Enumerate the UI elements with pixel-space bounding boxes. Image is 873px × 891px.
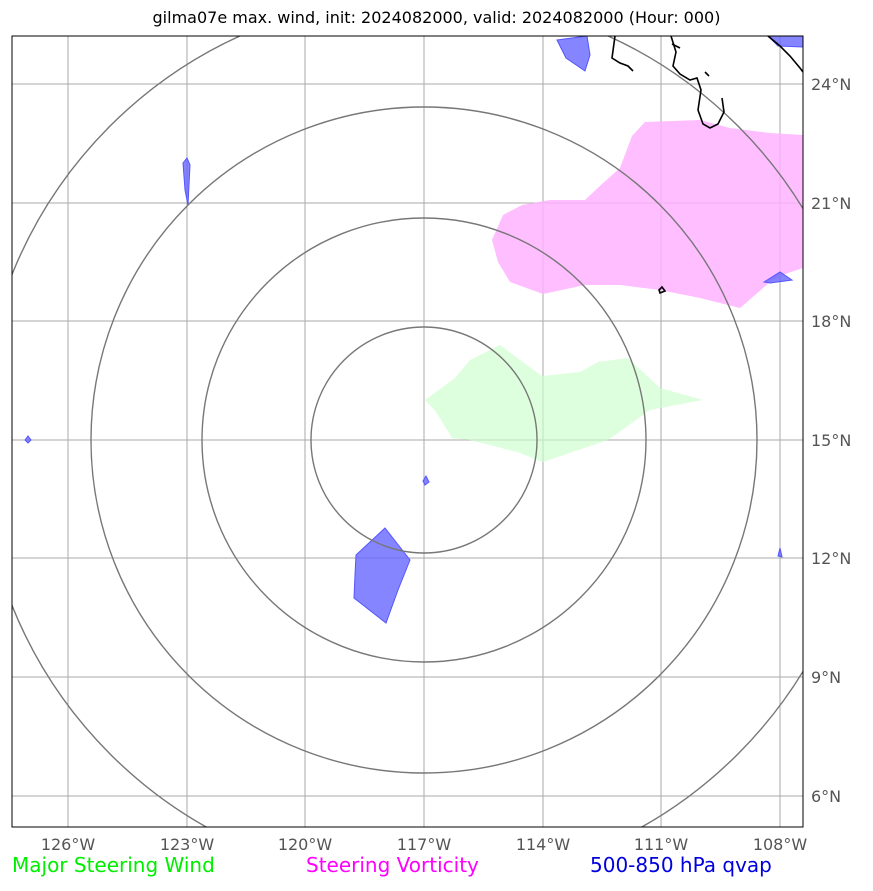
map-title: gilma07e max. wind, init: 2024082000, va… xyxy=(152,8,721,27)
lat-tick-label: 21°N xyxy=(811,194,851,213)
coastline-mainland xyxy=(767,36,803,73)
coastline-baja-west xyxy=(611,36,634,72)
qvap-area-north xyxy=(556,36,591,72)
lat-tick-labels: 24°N 21°N 18°N 15°N 12°N 9°N 6°N xyxy=(811,75,851,806)
coastline-island-1 xyxy=(671,43,681,49)
coastline-baja-tip xyxy=(670,36,725,129)
lon-tick-label: 123°W xyxy=(160,835,215,854)
qvap-area-east xyxy=(762,271,794,284)
lon-tick-label: 108°W xyxy=(753,835,808,854)
coastline-islet xyxy=(658,285,667,295)
lat-tick-label: 6°N xyxy=(811,787,841,806)
lat-tick-label: 9°N xyxy=(811,668,841,687)
qvap-area-northeast xyxy=(767,36,803,48)
lon-tick-label: 117°W xyxy=(397,835,452,854)
distance-ring-1 xyxy=(310,326,538,554)
qvap-area-west xyxy=(182,157,191,206)
lon-tick-label: 111°W xyxy=(634,835,689,854)
qvap-area-main xyxy=(353,527,411,624)
steering-wind-area xyxy=(425,345,703,462)
lat-tick-label: 12°N xyxy=(811,549,851,568)
qvap-area-dot-center xyxy=(422,474,430,486)
lat-tick-label: 24°N xyxy=(811,75,851,94)
plot-frame xyxy=(11,35,804,828)
gridlines xyxy=(12,36,803,827)
qvap-area-dot-east xyxy=(777,547,783,558)
legend-steering-wind: Major Steering Wind xyxy=(12,853,215,877)
distance-ring-2 xyxy=(201,217,647,663)
qvap-area-dot-west xyxy=(24,435,32,444)
legend-steering-vorticity: Steering Vorticity xyxy=(306,853,479,877)
lon-tick-label: 120°W xyxy=(278,835,333,854)
legend-qvap: 500-850 hPa qvap xyxy=(590,853,772,877)
lat-tick-label: 15°N xyxy=(811,431,851,450)
coastline-island-2 xyxy=(704,71,710,77)
lon-tick-labels: 126°W 123°W 120°W 117°W 114°W 111°W 108°… xyxy=(41,835,808,854)
distance-ring-3 xyxy=(90,106,758,774)
lon-tick-label: 114°W xyxy=(516,835,571,854)
lon-tick-label: 126°W xyxy=(41,835,96,854)
lat-tick-label: 18°N xyxy=(811,312,851,331)
coastline xyxy=(611,36,803,295)
steering-vorticity-area xyxy=(492,120,803,308)
